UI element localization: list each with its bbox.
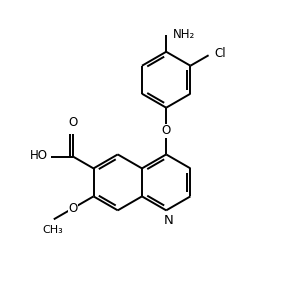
Text: O: O [68,202,77,215]
Text: HO: HO [30,149,48,162]
Text: O: O [68,116,78,129]
Text: O: O [162,124,171,137]
Text: N: N [164,214,173,227]
Text: NH₂: NH₂ [173,28,195,40]
Text: Cl: Cl [214,47,226,60]
Text: CH₃: CH₃ [43,225,64,235]
